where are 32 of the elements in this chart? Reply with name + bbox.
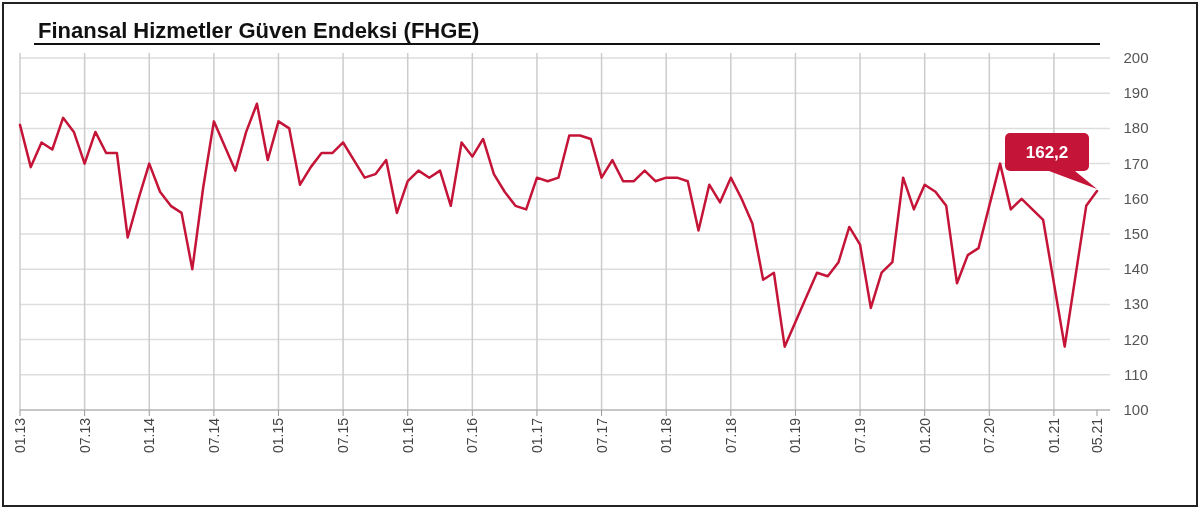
line-series bbox=[18, 102, 1099, 348]
x-tick-label: 01.15 bbox=[270, 417, 287, 454]
y-tick-label: 110 bbox=[1124, 365, 1148, 383]
x-tick-label: 01.16 bbox=[399, 417, 416, 454]
x-tick-label: 01.19 bbox=[787, 417, 804, 454]
x-tick-label: 01.21 bbox=[1045, 417, 1062, 454]
y-tick-label: 120 bbox=[1123, 330, 1149, 348]
x-tick-label: 07.18 bbox=[722, 417, 739, 454]
x-tick-label: 07.14 bbox=[205, 417, 222, 454]
x-tick-label: 07.19 bbox=[852, 417, 869, 454]
x-tick-label: 01.18 bbox=[658, 417, 675, 454]
y-tick-label: 140 bbox=[1123, 260, 1149, 278]
x-tick-label: 01.14 bbox=[141, 417, 158, 454]
x-tick-label: 05.21 bbox=[1089, 417, 1105, 454]
x-tick-label: 07.16 bbox=[464, 417, 481, 454]
data-label: 162,2 bbox=[1025, 143, 1069, 163]
x-tick-label: 07.20 bbox=[981, 417, 998, 454]
x-tick-label: 01.17 bbox=[528, 417, 545, 454]
x-tick-label: 07.13 bbox=[76, 417, 93, 454]
x-tick-label: 01.13 bbox=[12, 417, 28, 454]
y-tick-label: 170 bbox=[1123, 154, 1149, 172]
x-tick-label: 07.17 bbox=[593, 417, 610, 454]
y-tick-label: 150 bbox=[1123, 225, 1149, 242]
x-tick-label: 01.20 bbox=[916, 417, 933, 454]
chart-title: Finansal Hizmetler Güven Endeksi (FHGE) bbox=[38, 18, 480, 43]
y-tick-label: 130 bbox=[1123, 295, 1149, 313]
y-tick-label: 180 bbox=[1123, 119, 1149, 137]
x-tick-label: 07.15 bbox=[335, 417, 352, 454]
y-tick-label: 190 bbox=[1123, 84, 1149, 102]
y-tick-label: 200 bbox=[1123, 49, 1149, 66]
y-tick-label: 100 bbox=[1123, 401, 1149, 418]
y-tick-label: 160 bbox=[1123, 189, 1149, 207]
